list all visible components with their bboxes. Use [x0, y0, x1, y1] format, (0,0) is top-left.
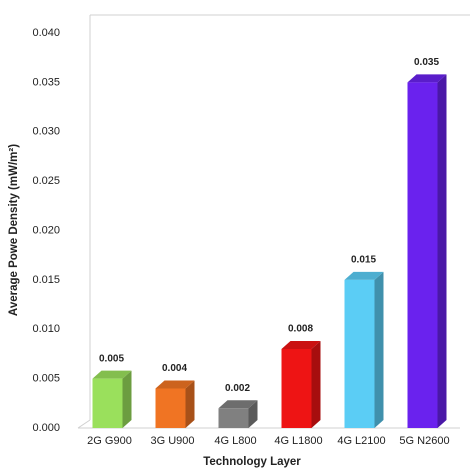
value-label: 0.008 [288, 324, 313, 335]
value-label: 0.004 [162, 363, 187, 374]
bar [344, 279, 375, 428]
bar-top [218, 400, 258, 409]
x-tick-label: 4G L2100 [337, 435, 385, 447]
bar [155, 388, 186, 428]
y-tick-label: 0.010 [32, 323, 60, 335]
bar-top [155, 380, 195, 389]
bar-side [311, 341, 321, 428]
bar [407, 82, 438, 428]
x-tick-label: 5G N2600 [399, 435, 449, 447]
bar-top [92, 370, 132, 379]
y-tick-label: 0.025 [32, 175, 60, 187]
x-tick-label: 4G L800 [214, 435, 256, 447]
y-tick-label: 0.005 [32, 373, 60, 385]
bar [281, 349, 312, 428]
bar-side [248, 400, 258, 428]
bar-side [185, 380, 195, 428]
x-tick-label: 3G U900 [150, 435, 194, 447]
y-tick-label: 0.000 [32, 422, 60, 434]
y-tick-label: 0.020 [32, 224, 60, 236]
value-label: 0.002 [225, 383, 250, 394]
value-label: 0.035 [414, 57, 439, 68]
value-label: 0.015 [351, 255, 376, 266]
y-tick-label: 0.035 [32, 76, 60, 88]
x-tick-label: 2G G900 [87, 435, 132, 447]
bar [218, 408, 249, 428]
bar-side [122, 370, 132, 428]
y-tick-label: 0.030 [32, 126, 60, 138]
bar [92, 378, 123, 428]
y-tick-label: 0.040 [32, 27, 60, 39]
x-axis-title: Technology Layer [203, 456, 301, 468]
bar-top [344, 271, 384, 280]
bar-side [437, 74, 447, 428]
value-label: 0.005 [99, 353, 124, 364]
y-tick-label: 0.015 [32, 274, 60, 286]
bar-side [374, 271, 384, 428]
x-tick-label: 4G L1800 [274, 435, 322, 447]
bar-top [407, 74, 447, 83]
floor-corner [77, 419, 91, 429]
y-axis-title: Average Powe Density (mW/m²) [8, 144, 20, 316]
bar-top [281, 341, 321, 349]
